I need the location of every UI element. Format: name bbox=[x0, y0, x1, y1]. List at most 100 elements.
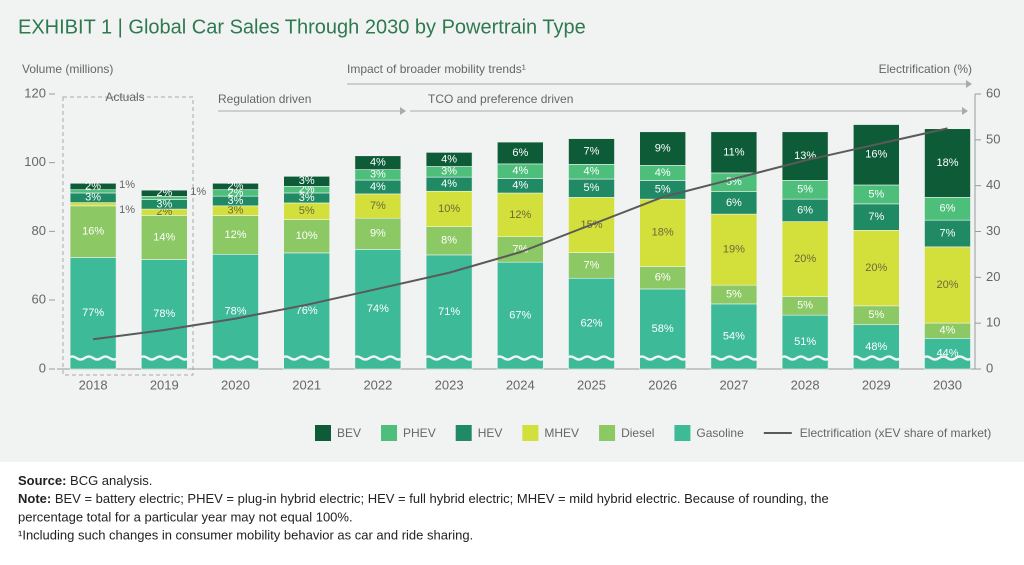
bar-segment bbox=[852, 203, 900, 231]
data-label: 78% bbox=[224, 306, 246, 318]
data-label: 6% bbox=[797, 204, 813, 216]
data-label: 10% bbox=[438, 203, 460, 215]
bar-segment bbox=[141, 215, 188, 260]
actuals-box bbox=[62, 96, 194, 376]
chart-title: EXHIBIT 1 | Global Car Sales Through 203… bbox=[18, 16, 586, 38]
legend-label: HEV bbox=[478, 426, 503, 440]
data-label: 7% bbox=[584, 145, 600, 157]
data-label: 76% bbox=[296, 305, 318, 317]
bar-segment bbox=[496, 261, 544, 370]
annotation: Regulation driven bbox=[218, 92, 311, 106]
x-tick-label: 2019 bbox=[150, 377, 179, 392]
data-label: 3% bbox=[370, 169, 386, 181]
x-tick-label: 2027 bbox=[719, 377, 748, 392]
legend-label: Gasoline bbox=[696, 426, 744, 440]
data-label: 10% bbox=[296, 230, 318, 242]
bar-segment bbox=[354, 217, 402, 250]
x-tick-label: 2023 bbox=[435, 377, 464, 392]
axis-break bbox=[779, 355, 831, 361]
legend-swatch bbox=[455, 425, 472, 441]
bar-segment bbox=[69, 205, 117, 258]
data-label: 3% bbox=[299, 192, 315, 204]
data-label: 16% bbox=[82, 226, 104, 238]
axis-break bbox=[636, 355, 689, 361]
axis-break bbox=[138, 355, 190, 361]
data-label: 7% bbox=[868, 211, 884, 223]
data-label: 4% bbox=[584, 166, 600, 178]
y-tick-label: 0 bbox=[39, 360, 46, 375]
data-label: 74% bbox=[367, 303, 389, 315]
data-label: 4% bbox=[940, 325, 956, 337]
x-tick-label: 2021 bbox=[292, 377, 321, 392]
data-label: 16% bbox=[865, 149, 887, 161]
bar-segment bbox=[354, 249, 402, 370]
bar-segment bbox=[852, 324, 900, 370]
data-label: 8% bbox=[441, 235, 457, 247]
data-label: 5% bbox=[299, 205, 315, 217]
data-label: 5% bbox=[797, 184, 813, 196]
data-label: 58% bbox=[652, 323, 674, 335]
legend-swatch bbox=[674, 425, 691, 441]
axis-break bbox=[850, 355, 902, 361]
arrow-head bbox=[966, 80, 972, 88]
bar-segment bbox=[69, 182, 117, 191]
data-label: 6% bbox=[655, 272, 671, 284]
annotation: TCO and preference driven bbox=[428, 92, 573, 106]
bar-segment bbox=[425, 254, 473, 370]
data-label: 3% bbox=[228, 205, 244, 217]
y-tick-label: 120 bbox=[24, 85, 46, 100]
bar-segment bbox=[568, 138, 615, 165]
data-label: 3% bbox=[85, 192, 101, 204]
data-label: 14% bbox=[153, 231, 175, 243]
data-label: 4% bbox=[655, 167, 671, 179]
note-label: Note: bbox=[18, 491, 51, 506]
x-tick-label: 2020 bbox=[221, 377, 250, 392]
legend-label: Electrification (xEV share of market) bbox=[800, 426, 991, 440]
data-label: 5% bbox=[868, 188, 884, 200]
footnote: percentage total for a particular year m… bbox=[18, 509, 353, 524]
line bbox=[92, 127, 948, 341]
source-label: Source: bbox=[18, 473, 66, 488]
data-label: 1% bbox=[119, 204, 135, 216]
data-label: 2% bbox=[85, 180, 101, 192]
x-tick-label: 2030 bbox=[933, 377, 962, 392]
data-label: 3% bbox=[228, 195, 244, 207]
bar-segment bbox=[141, 189, 188, 197]
data-label: 9% bbox=[370, 228, 386, 240]
x-tick-label: 2029 bbox=[862, 377, 891, 392]
bar-segment bbox=[852, 124, 900, 186]
data-label: 20% bbox=[794, 253, 816, 265]
bar-segment bbox=[924, 338, 971, 370]
data-label: 6% bbox=[726, 197, 742, 209]
data-label: 51% bbox=[794, 336, 816, 348]
data-label: 12% bbox=[509, 209, 531, 221]
bar-segment bbox=[354, 193, 402, 219]
legend-label: BEV bbox=[337, 426, 361, 440]
bar-segment bbox=[354, 155, 402, 170]
axis-break bbox=[280, 355, 333, 361]
data-label: 20% bbox=[865, 262, 887, 274]
legend-swatch bbox=[381, 425, 398, 441]
data-label: 4% bbox=[512, 180, 528, 192]
data-label: 5% bbox=[655, 184, 671, 196]
data-label: 5% bbox=[797, 300, 813, 312]
axis-break bbox=[708, 355, 760, 361]
bar-segment bbox=[283, 219, 331, 254]
axis-break bbox=[352, 355, 404, 361]
source-text: BCG analysis. bbox=[66, 473, 152, 488]
axis-break bbox=[494, 355, 546, 361]
axis-break bbox=[565, 355, 618, 361]
data-label: 4% bbox=[441, 178, 457, 190]
data-label: 3% bbox=[441, 166, 457, 178]
data-label: 5% bbox=[584, 182, 600, 194]
x-tick-label: 2025 bbox=[577, 377, 606, 392]
data-label: 9% bbox=[655, 143, 671, 155]
data-label: 3% bbox=[299, 175, 315, 187]
bar-segment bbox=[425, 190, 473, 227]
data-label: 78% bbox=[153, 308, 175, 320]
bar-segment bbox=[639, 288, 687, 370]
annotation: Impact of broader mobility trends¹ bbox=[347, 62, 526, 76]
bar-segment bbox=[710, 131, 758, 174]
footnote: ¹Including such changes in consumer mobi… bbox=[18, 527, 473, 542]
